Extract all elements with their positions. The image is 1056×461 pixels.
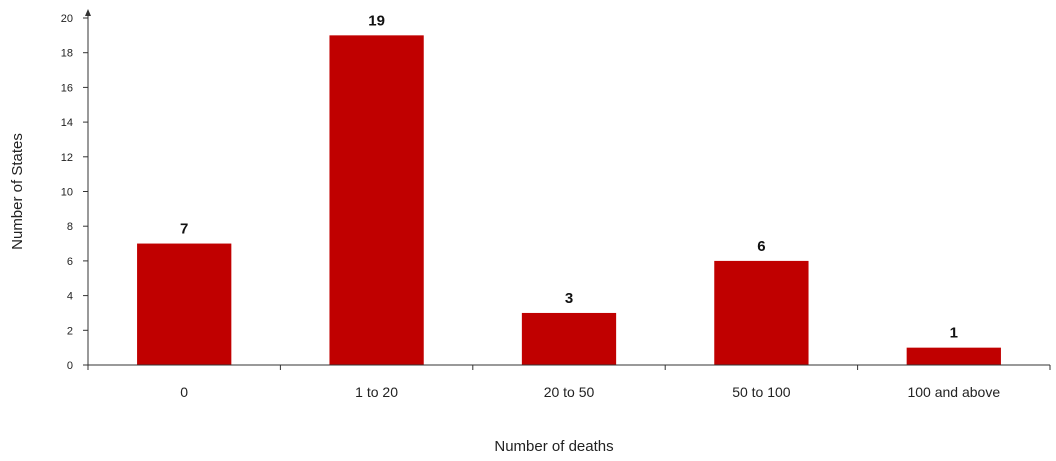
data-label-0: 7: [180, 221, 188, 238]
y-tick-label: 8: [67, 221, 73, 233]
data-label-4: 1: [950, 325, 958, 342]
y-tick-label: 18: [61, 48, 73, 60]
bar-4: [906, 347, 1001, 365]
bar-1: [329, 35, 424, 365]
y-tick-label: 2: [67, 325, 73, 337]
y-tick-label: 10: [61, 187, 73, 199]
bar-3: [714, 260, 809, 365]
y-tick-label: 20: [61, 13, 73, 25]
bars: [137, 35, 1001, 365]
y-tick-label: 14: [61, 117, 73, 129]
y-axis-title: Number of States: [9, 133, 26, 250]
y-axis-arrow: [85, 9, 91, 16]
category-label-2: 20 to 50: [544, 384, 595, 400]
y-tick-label: 16: [61, 82, 73, 94]
y-tick-label: 6: [67, 256, 73, 268]
data-label-2: 3: [565, 290, 573, 307]
data-label-3: 6: [757, 238, 765, 255]
x-axis-title: Number of deaths: [494, 438, 613, 455]
y-tick-label: 12: [61, 152, 73, 164]
data-label-1: 19: [368, 12, 385, 29]
category-label-4: 100 and above: [907, 384, 1000, 400]
category-label-0: 0: [180, 384, 188, 400]
y-tick-label: 0: [67, 360, 73, 372]
bar-0: [137, 243, 232, 365]
data-labels: 7 19 3 6 1: [180, 12, 958, 341]
category-label-3: 50 to 100: [732, 384, 791, 400]
category-labels: 0 1 to 20 20 to 50 50 to 100 100 and above: [180, 384, 1000, 400]
category-label-1: 1 to 20: [355, 384, 398, 400]
bar-2: [521, 312, 617, 365]
y-tick-label: 4: [67, 291, 73, 303]
